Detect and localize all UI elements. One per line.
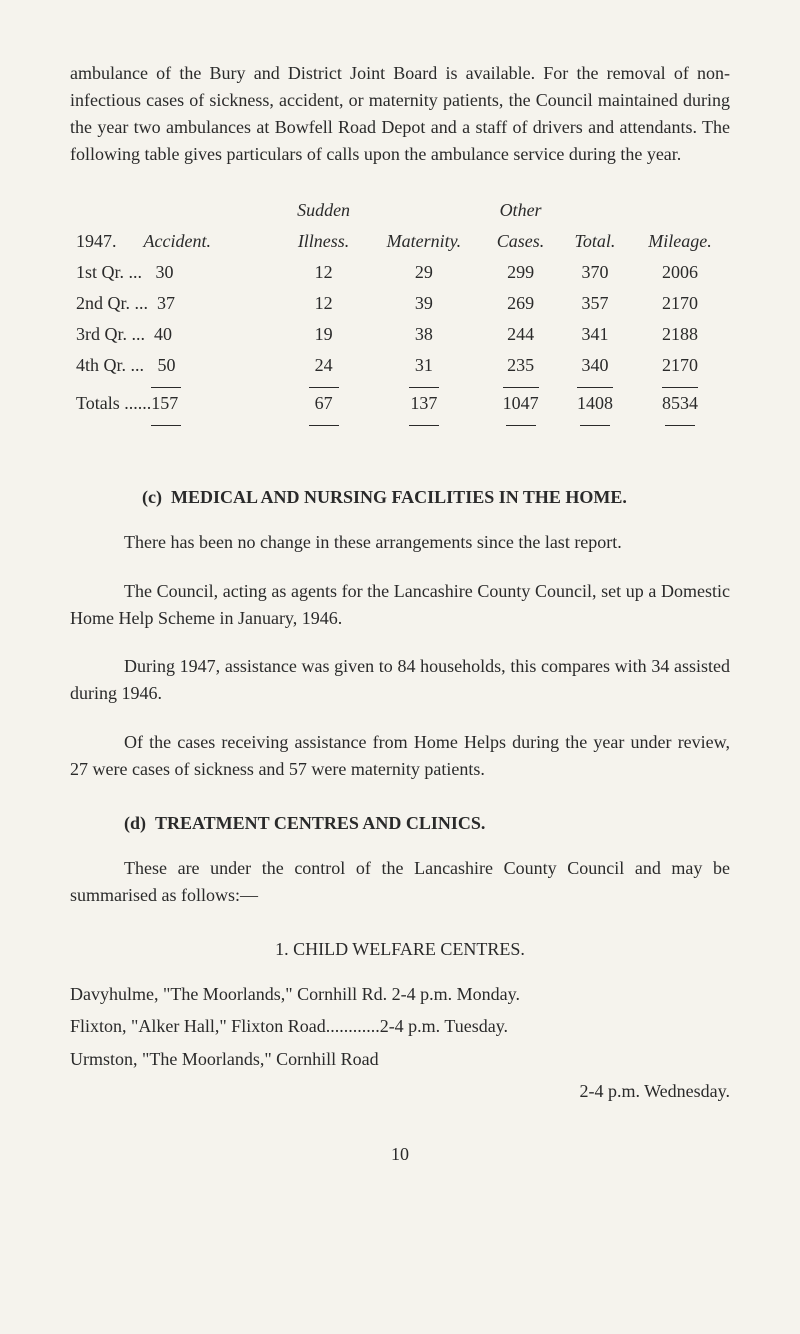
table-row: 2nd Qr. ... 37 12 39 269 357 2170 <box>70 288 730 319</box>
cell-value: 370 <box>560 257 630 288</box>
col-header-mileage: Mileage. <box>630 226 730 257</box>
schedule-line-3a: Urmston, "The Moorlands," Cornhill Road <box>70 1046 730 1073</box>
col-header-other: Other <box>481 195 560 226</box>
section-c-letter: (c) <box>142 487 162 507</box>
schedule-line-2: Flixton, "Alker Hall," Flixton Road.....… <box>70 1013 730 1040</box>
totals-value: 1047 <box>481 381 560 423</box>
cell-value: 2170 <box>630 350 730 381</box>
welfare-centres-heading: 1. CHILD WELFARE CENTRES. <box>70 936 730 963</box>
ambulance-table: Sudden Other 1947. Accident. Illness. Ma… <box>70 195 730 457</box>
cell-value: 357 <box>560 288 630 319</box>
cell-value: 340 <box>560 350 630 381</box>
section-c-heading: (c) MEDICAL AND NURSING FACILITIES IN TH… <box>142 484 730 511</box>
table-totals-row: Totals ......157 67 137 1047 1408 8534 <box>70 381 730 423</box>
cell-value: 2188 <box>630 319 730 350</box>
totals-value: 137 <box>367 381 482 423</box>
totals-label: Totals ......157 <box>70 381 265 423</box>
col-header-illness: Illness. <box>281 226 367 257</box>
table-row: 3rd Qr. ... 40 19 38 244 341 2188 <box>70 319 730 350</box>
table-header-row-1: Sudden Other <box>70 195 730 226</box>
schedule-line-3b: 2-4 p.m. Wednesday. <box>70 1078 730 1105</box>
table-bottom-border-row: Totals ...... <box>70 423 730 457</box>
schedule-line-1: Davyhulme, "The Moorlands," Cornhill Rd.… <box>70 981 730 1008</box>
paragraph-c4: Of the cases receiving assistance from H… <box>70 729 730 783</box>
row-label: 1st Qr. ... 30 <box>70 257 265 288</box>
cell-value: 31 <box>367 350 482 381</box>
cell-value: 19 <box>281 319 367 350</box>
section-d-title: TREATMENT CENTRES AND CLINICS. <box>155 813 485 833</box>
table-row: 1st Qr. ... 30 12 29 299 370 2006 <box>70 257 730 288</box>
intro-paragraph: ambulance of the Bury and District Joint… <box>70 60 730 168</box>
col-header-sudden: Sudden <box>281 195 367 226</box>
cell-value: 38 <box>367 319 482 350</box>
cell-value: 2006 <box>630 257 730 288</box>
section-c-title: MEDICAL AND NURSING FACILITIES IN THE HO… <box>171 487 627 507</box>
paragraph-c2: The Council, acting as agents for the La… <box>70 578 730 632</box>
cell-value: 12 <box>281 288 367 319</box>
cell-value: 29 <box>367 257 482 288</box>
row-label: 3rd Qr. ... 40 <box>70 319 265 350</box>
cell-value: 341 <box>560 319 630 350</box>
paragraph-c1: There has been no change in these arrang… <box>70 529 730 556</box>
table-header-row-2: 1947. Accident. Illness. Maternity. Case… <box>70 226 730 257</box>
page-number: 10 <box>70 1141 730 1168</box>
section-d-heading: (d) TREATMENT CENTRES AND CLINICS. <box>124 810 730 837</box>
cell-value: 269 <box>481 288 560 319</box>
paragraph-c3: During 1947, assistance was given to 84 … <box>70 653 730 707</box>
table-row: 4th Qr. ... 50 24 31 235 340 2170 <box>70 350 730 381</box>
col-header-total: Total. <box>560 226 630 257</box>
col-header-maternity: Maternity. <box>367 226 482 257</box>
col-header-cases: Cases. <box>481 226 560 257</box>
cell-value: 299 <box>481 257 560 288</box>
section-d-letter: (d) <box>124 813 146 833</box>
cell-value: 244 <box>481 319 560 350</box>
cell-value: 39 <box>367 288 482 319</box>
row-label: 4th Qr. ... 50 <box>70 350 265 381</box>
col-header-year: 1947. Accident. <box>70 226 265 257</box>
totals-value: 8534 <box>630 381 730 423</box>
cell-value: 24 <box>281 350 367 381</box>
totals-value: 67 <box>281 381 367 423</box>
cell-value: 2170 <box>630 288 730 319</box>
totals-value: 1408 <box>560 381 630 423</box>
cell-value: 12 <box>281 257 367 288</box>
row-label: 2nd Qr. ... 37 <box>70 288 265 319</box>
cell-value: 235 <box>481 350 560 381</box>
paragraph-d1: These are under the control of the Lanca… <box>70 855 730 909</box>
